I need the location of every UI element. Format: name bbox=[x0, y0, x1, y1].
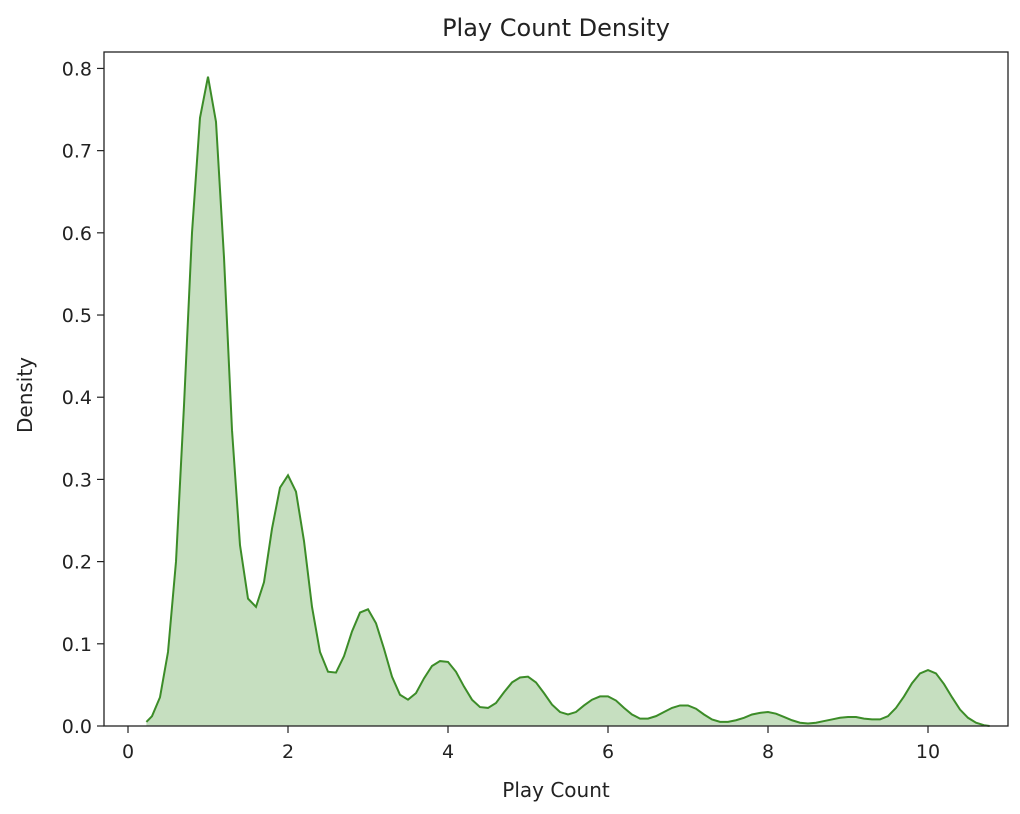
plot-area bbox=[145, 76, 990, 727]
density-line bbox=[145, 76, 990, 727]
x-tick-label: 10 bbox=[916, 741, 940, 763]
y-tick-label: 0.1 bbox=[62, 634, 92, 656]
y-tick-label: 0.8 bbox=[62, 58, 92, 80]
x-tick-label: 0 bbox=[122, 741, 134, 763]
y-tick-label: 0.4 bbox=[62, 387, 92, 409]
y-tick-label: 0.5 bbox=[62, 305, 92, 327]
y-tick-label: 0.6 bbox=[62, 223, 92, 245]
x-tick-label: 6 bbox=[602, 741, 614, 763]
tick-layer: 0 2 4 6 8 10 0.0 0.1 0.2 0.3 0.4 0.5 0.6 0.7 0.8 bbox=[62, 58, 940, 763]
x-tick-label: 2 bbox=[282, 741, 294, 763]
y-tick-label: 0.3 bbox=[62, 469, 92, 491]
density-area bbox=[146, 76, 990, 726]
x-tick-label: 8 bbox=[762, 741, 774, 763]
y-tick-label: 0.2 bbox=[62, 552, 92, 574]
chart-title: Play Count Density bbox=[442, 14, 670, 42]
y-tick-label: 0.0 bbox=[62, 716, 92, 738]
y-axis-label: Density bbox=[13, 357, 37, 433]
x-tick-label: 4 bbox=[442, 741, 454, 763]
x-axis-label: Play Count bbox=[502, 778, 610, 802]
axes-frame bbox=[103, 51, 1009, 727]
y-tick-label: 0.7 bbox=[62, 141, 92, 163]
